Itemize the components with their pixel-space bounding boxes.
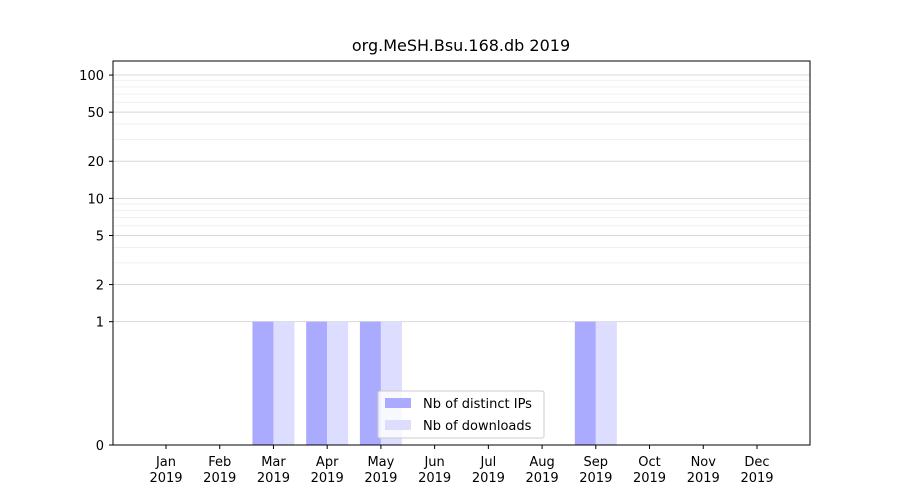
x-tick-label-month: Apr (316, 455, 339, 470)
x-axis: Jan2019Feb2019Mar2019Apr2019May2019Jun20… (149, 445, 774, 486)
chart-title: org.MeSH.Bsu.168.db 2019 (352, 36, 570, 55)
x-tick-label-year: 2019 (687, 471, 720, 486)
x-tick-label-month: Nov (691, 455, 717, 470)
bar-downloads (595, 321, 617, 445)
y-tick-label: 5 (96, 229, 104, 244)
y-tick-label: 20 (87, 155, 104, 170)
legend-swatch-downloads (385, 420, 411, 430)
bar-ips (359, 321, 381, 445)
x-tick-label-year: 2019 (418, 471, 451, 486)
x-tick-label-month: Mar (261, 455, 286, 470)
y-tick-label: 50 (87, 106, 104, 121)
bar-ips (252, 321, 274, 445)
legend-box (377, 390, 545, 439)
grid-layer (113, 74, 810, 323)
x-tick-label-year: 2019 (526, 471, 559, 486)
x-tick-label-month: Sep (584, 455, 609, 470)
y-tick-label: 2 (96, 279, 104, 294)
x-tick-label-month: Dec (744, 455, 769, 470)
x-tick-label-month: May (367, 455, 394, 470)
plot-frame (112, 60, 811, 446)
x-tick-label-year: 2019 (579, 471, 612, 486)
y-tick-label: 0 (96, 439, 104, 454)
y-axis: 0 1 2 5 10 20 50 100 (79, 69, 113, 454)
bar-downloads (327, 321, 349, 445)
y-tick-label: 10 (87, 192, 104, 207)
x-tick-label-month: Feb (208, 455, 231, 470)
x-tick-label-year: 2019 (472, 471, 505, 486)
x-tick-label-year: 2019 (364, 471, 397, 486)
x-tick-label-month: Aug (529, 455, 554, 470)
x-tick-label-year: 2019 (740, 471, 773, 486)
legend-label-downloads: Nb of downloads (423, 419, 532, 434)
x-tick-label-year: 2019 (149, 471, 182, 486)
x-tick-label-year: 2019 (633, 471, 666, 486)
x-tick-label-year: 2019 (203, 471, 236, 486)
x-tick-label-month: Jan (155, 455, 176, 470)
y-tick-label: 100 (79, 69, 104, 84)
x-tick-label-month: Jun (423, 455, 444, 470)
y-tick-label: 1 (96, 316, 104, 331)
legend-swatch-ips (385, 398, 411, 408)
bar-ips (306, 321, 328, 445)
x-tick-label-year: 2019 (311, 471, 344, 486)
legend: Nb of distinct IPs Nb of downloads (377, 390, 545, 439)
x-tick-label-month: Oct (638, 455, 660, 470)
x-tick-label-month: Jul (480, 455, 497, 470)
legend-label-ips: Nb of distinct IPs (423, 397, 532, 412)
bar-downloads (273, 321, 295, 445)
x-tick-label-year: 2019 (257, 471, 290, 486)
bar-ips (574, 321, 596, 445)
